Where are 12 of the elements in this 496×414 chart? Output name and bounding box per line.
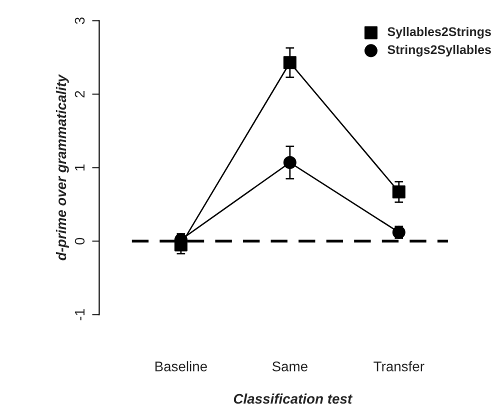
x-axis-title: Classification test — [234, 394, 353, 404]
y-tick-label: 3 — [74, 17, 85, 24]
y-axis-title: d-prime over grammaticality — [56, 74, 69, 260]
y-tick-label: 1 — [74, 164, 85, 170]
legend-label: Strings2Syllables — [388, 44, 491, 57]
x-tick-label: Baseline — [155, 361, 207, 372]
y-tick-label: 2 — [74, 91, 85, 98]
x-tick-label: Same — [272, 362, 308, 372]
y-tick-label: -1 — [74, 309, 85, 320]
y-tick-label: 0 — [74, 238, 85, 244]
x-tick-label: Transfer — [374, 361, 424, 372]
legend-label: Syllables2Strings — [388, 26, 491, 39]
